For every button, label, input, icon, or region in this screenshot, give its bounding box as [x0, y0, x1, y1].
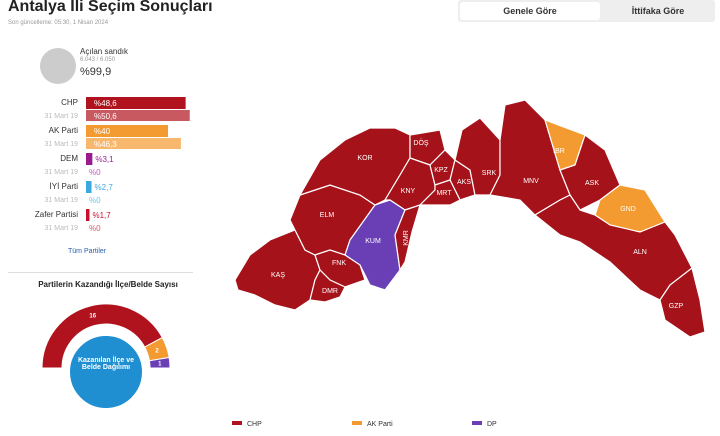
district-label: KAŞ	[271, 272, 285, 279]
donut-segment	[148, 356, 171, 369]
previous-value: %0	[89, 224, 101, 233]
district-label: ASK	[585, 180, 599, 187]
district-label: DMR	[322, 288, 338, 295]
previous-date: 31 Mart 19	[45, 169, 79, 176]
district-label: KPZ	[434, 167, 448, 174]
previous-value: %0	[89, 168, 101, 177]
district-label: SRK	[482, 170, 497, 177]
district	[418, 179, 461, 206]
tab[interactable]: Genele Göre	[460, 2, 600, 20]
center-label: Kazanılan İlçe ve Belde Dağılımı	[77, 357, 135, 371]
district	[309, 268, 346, 303]
district-label: KOR	[357, 155, 372, 162]
current-bar	[86, 97, 186, 109]
current-value: %1,7	[92, 211, 111, 220]
previous-value: %0	[89, 196, 101, 205]
party-name: AK Parti	[49, 126, 79, 135]
previous-date: 31 Mart 19	[45, 113, 79, 120]
district-label: GZP	[669, 303, 684, 310]
district-label: DÖŞ	[413, 139, 429, 147]
district-label: KNY	[401, 188, 416, 195]
divider	[8, 272, 193, 273]
party-name: İYİ Parti	[50, 182, 79, 191]
current-bar	[86, 153, 93, 165]
donut-value: 1	[158, 362, 162, 368]
all-parties-link[interactable]: Tüm Partiler	[68, 248, 107, 255]
district	[659, 266, 706, 338]
current-bar	[86, 209, 90, 221]
donut-center	[68, 334, 144, 410]
previous-bar	[86, 138, 181, 149]
district-label: ELM	[320, 212, 335, 219]
ballot-count: 6.043 / 6.050	[80, 57, 116, 63]
ballot-pie	[40, 48, 76, 84]
previous-bar	[86, 110, 190, 121]
legend-swatch	[472, 421, 482, 425]
legend-label: CHP	[247, 421, 262, 428]
previous-date: 31 Mart 19	[45, 225, 79, 232]
page-title: Antalya İli Seçim Sonuçları	[8, 0, 213, 15]
district-label: GND	[620, 206, 636, 213]
donut-value: 16	[89, 314, 96, 320]
current-value: %48,6	[94, 99, 117, 108]
district-label: KUM	[365, 238, 381, 245]
previous-date: 31 Mart 19	[45, 141, 79, 148]
ballot-label: Açılan sandık	[80, 47, 129, 56]
current-value: %2,7	[95, 183, 114, 192]
district-label: KMR	[403, 230, 410, 246]
tab-bar: Genele Göre İttifaka Göre	[458, 0, 715, 22]
current-bar	[86, 181, 92, 193]
legend-swatch	[352, 421, 362, 425]
district-label: AKS	[457, 179, 471, 186]
party-name: DEM	[60, 154, 78, 163]
current-bar	[86, 125, 168, 137]
legend-label: AK Parti	[367, 421, 393, 428]
district	[394, 204, 421, 272]
previous-date: 31 Mart 19	[45, 197, 79, 204]
district-label: FNK	[332, 260, 346, 267]
legend-label: DP	[487, 421, 497, 428]
donut-value: 2	[155, 348, 159, 354]
district-label: MNV	[523, 178, 539, 185]
district-label: İBR	[553, 146, 565, 155]
current-value: %40	[94, 127, 111, 136]
party-name: CHP	[61, 98, 78, 107]
tab[interactable]: İttifaka Göre	[631, 6, 685, 16]
previous-value: %50,6	[94, 112, 117, 121]
updated-time: Son güncelleme: 05:30, 1 Nisan 2024	[8, 20, 109, 26]
legend-swatch	[232, 421, 242, 425]
district-label: MRT	[436, 190, 452, 197]
party-name: Zafer Partisi	[35, 210, 78, 219]
district-label: ALN	[633, 249, 647, 256]
chart-title: Partilerin Kazandığı İlçe/Belde Sayısı	[38, 280, 178, 289]
ballot-percent: %99,9	[80, 66, 112, 78]
previous-value: %46,3	[94, 140, 117, 149]
current-value: %3,1	[95, 155, 114, 164]
